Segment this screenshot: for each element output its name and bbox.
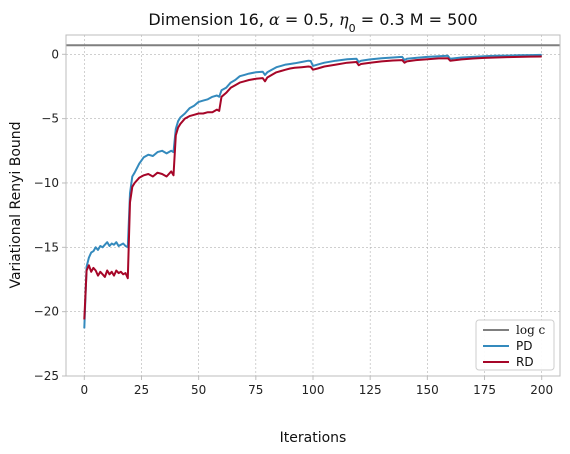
title-prefix: Dimension 16, xyxy=(148,10,269,29)
y-tick-label: −20 xyxy=(34,305,59,319)
series-line-pd xyxy=(83,53,542,329)
legend-label-logc: log c xyxy=(516,323,546,337)
legend-label-rd: RD xyxy=(516,355,534,369)
x-tick-label: 75 xyxy=(248,383,263,397)
y-axis-label: Variational Renyi Bound xyxy=(8,121,24,288)
series-line-rd xyxy=(83,55,542,320)
series-group xyxy=(83,53,542,329)
x-axis-label: Iterations xyxy=(280,430,347,446)
legend-label-pd: PD xyxy=(516,339,532,353)
title-eta-symbol: η xyxy=(339,10,349,29)
chart-title: Dimension 16, α = 0.5, η0 = 0.3 M = 500 xyxy=(148,10,477,35)
grid xyxy=(66,35,560,377)
title-eta-value: = 0.3 M = 500 xyxy=(356,10,478,29)
y-tick-label: −25 xyxy=(34,369,59,383)
x-tick-label: 100 xyxy=(302,383,325,397)
x-ticks: 0 25 50 75 100 125 150 175 200 xyxy=(80,376,553,397)
y-ticks: 0 −5 −10 −15 −20 −25 xyxy=(34,47,66,383)
y-tick-label: 0 xyxy=(51,47,59,61)
legend: log c PD RD xyxy=(475,319,555,371)
title-alpha-symbol: α xyxy=(269,10,280,29)
x-tick-label: 175 xyxy=(473,383,496,397)
y-tick-label: −15 xyxy=(34,240,59,254)
x-tick-label: 150 xyxy=(416,383,439,397)
x-tick-label: 200 xyxy=(530,383,553,397)
legend-box xyxy=(475,319,555,371)
y-tick-label: −10 xyxy=(34,176,59,190)
title-alpha-value: = 0.5, xyxy=(280,10,339,29)
x-tick-label: 25 xyxy=(134,383,149,397)
x-tick-label: 0 xyxy=(80,383,88,397)
y-tick-label: −5 xyxy=(41,112,59,126)
title-eta-subscript: 0 xyxy=(349,22,356,35)
x-tick-label: 125 xyxy=(359,383,382,397)
x-tick-label: 50 xyxy=(191,383,206,397)
